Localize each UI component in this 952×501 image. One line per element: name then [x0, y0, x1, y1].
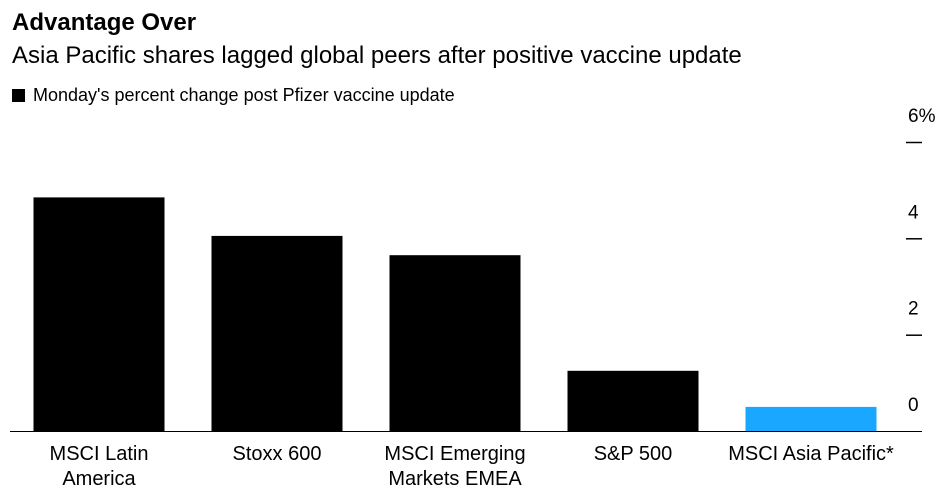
chart-title: Advantage Over [12, 9, 197, 36]
y-tick-label-0: 0 [908, 395, 919, 416]
category-label-line: Stoxx 600 [233, 443, 322, 465]
bar-2 [389, 255, 521, 431]
category-label-line: S&P 500 [594, 443, 673, 465]
bar-4 [745, 406, 877, 431]
legend-label: Monday's percent change post Pfizer vacc… [33, 84, 455, 105]
chart-subtitle: Asia Pacific shares lagged global peers … [12, 42, 742, 69]
category-label-line: MSCI Emerging [384, 443, 525, 465]
category-label-3: S&P 500 [594, 443, 673, 465]
category-label-line: America [62, 468, 136, 490]
category-label-1: Stoxx 600 [233, 443, 322, 465]
y-tick-label-1: 2 [908, 299, 919, 320]
category-label-2: MSCI Emerging Markets EMEA [384, 443, 525, 490]
bar-1 [211, 235, 343, 431]
y-tick-label-2: 4 [908, 202, 919, 223]
category-label-line: MSCI Asia Pacific* [728, 443, 894, 465]
category-label-4: MSCI Asia Pacific* [728, 443, 894, 465]
category-label-line: Markets EMEA [388, 468, 522, 490]
category-label-line: MSCI Latin [50, 443, 149, 465]
legend-swatch [12, 88, 25, 102]
bar-0 [33, 197, 165, 431]
legend: Monday's percent change post Pfizer vacc… [12, 84, 455, 106]
category-label-0: MSCI Latin America [50, 443, 149, 490]
bar-3 [567, 370, 699, 431]
y-tick-label-3: 6% [908, 106, 936, 127]
